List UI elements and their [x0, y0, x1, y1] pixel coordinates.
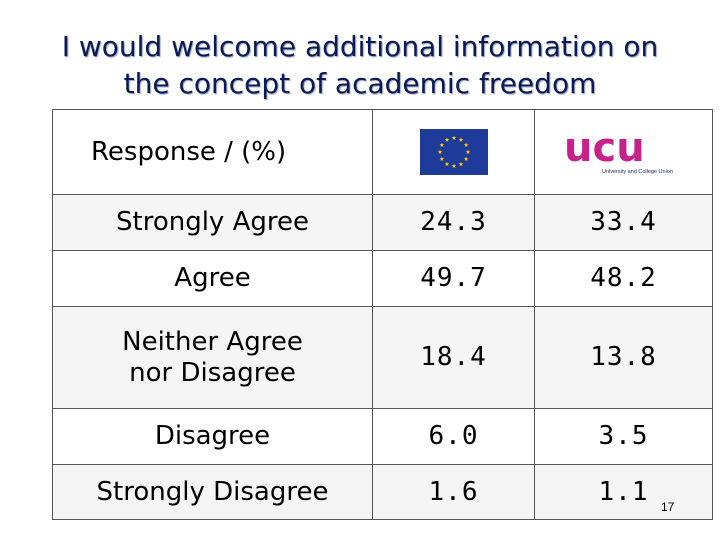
header-eu-column: [372, 109, 535, 195]
eu-star: [451, 135, 456, 140]
eu-star: [463, 142, 468, 147]
eu-star: [465, 149, 470, 154]
slide-title-line-1: I would welcome additional information o…: [61, 30, 659, 63]
svg-text:University and College Union: University and College Union: [602, 169, 673, 175]
eu-star: [463, 156, 468, 161]
eu-value: 6.0: [372, 408, 535, 465]
table-row: Strongly Disagree 1.6 1.1: [52, 464, 713, 520]
eu-star: [444, 137, 449, 142]
header-response-label: Response / (%): [52, 109, 373, 195]
header-ucu-column: ucu University and College Union: [534, 109, 713, 195]
ucu-value: 1.1: [534, 464, 713, 520]
row-label-line-1: Neither Agree: [122, 326, 303, 357]
table-row: Agree 49.7 48.2: [52, 250, 713, 307]
eu-star: [444, 161, 449, 167]
table-row: Neither Agree nor Disagree 18.4 13.8: [52, 306, 713, 409]
slide-title-line-2: the concept of academic freedom: [123, 67, 597, 100]
row-label: Agree: [52, 250, 373, 307]
row-label: Neither Agree nor Disagree: [52, 306, 373, 409]
svg-text:ucu: ucu: [564, 127, 645, 171]
ucu-value: 13.8: [534, 306, 713, 409]
ucu-value: 3.5: [534, 408, 713, 465]
eu-flag-icon: [419, 129, 488, 175]
table-row: Disagree 6.0 3.5: [52, 408, 713, 465]
ucu-logo: ucu University and College Union: [564, 127, 673, 175]
eu-star: [458, 161, 463, 167]
page-number: 17: [661, 500, 675, 514]
ucu-value: 48.2: [534, 250, 713, 307]
response-table: Response / (%) ucu University and Colleg…: [52, 109, 713, 520]
eu-star: [439, 156, 444, 161]
eu-value: 1.6: [372, 464, 535, 520]
row-label: Strongly Agree: [52, 194, 373, 251]
row-label: Strongly Disagree: [52, 464, 373, 520]
eu-star: [439, 142, 444, 147]
eu-value: 49.7: [372, 250, 535, 307]
table-header-row: Response / (%) ucu University and Colleg…: [52, 109, 713, 195]
row-label-line-2: nor Disagree: [129, 357, 296, 388]
table-row: Strongly Agree 24.3 33.4: [52, 194, 713, 251]
row-label: Disagree: [52, 408, 373, 465]
ucu-value: 33.4: [534, 194, 713, 251]
slide-title: I would welcome additional information o…: [0, 28, 720, 102]
eu-star: [458, 137, 463, 142]
eu-value: 18.4: [372, 306, 535, 409]
eu-star: [451, 163, 456, 168]
eu-value: 24.3: [372, 194, 535, 251]
eu-star: [437, 149, 442, 154]
